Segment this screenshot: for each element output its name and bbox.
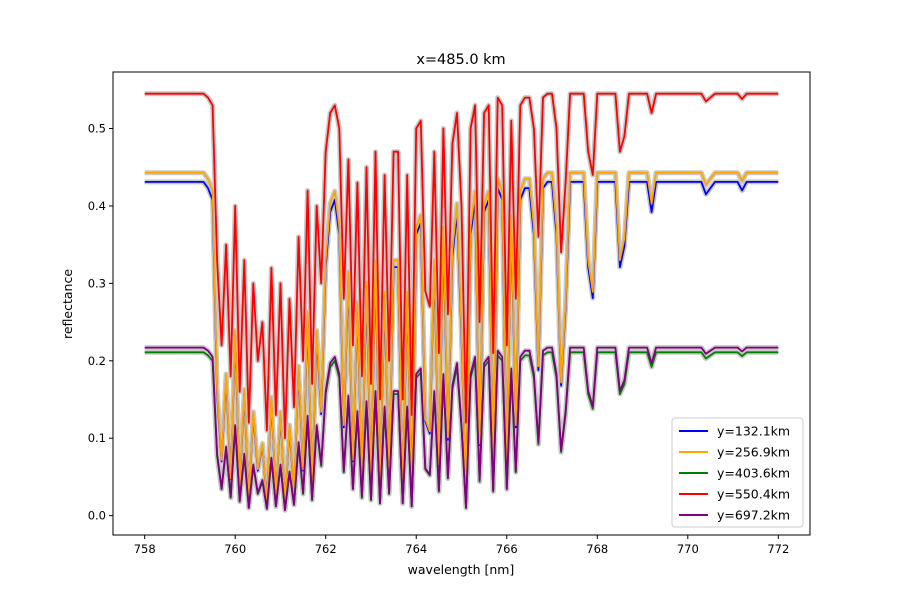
x-tick-label: 760 xyxy=(224,542,246,556)
axes-frame xyxy=(112,71,811,536)
x-tick-label: 770 xyxy=(677,542,699,556)
y-tick-label: 0.0 xyxy=(88,509,106,523)
y-tick-label: 0.1 xyxy=(88,431,106,445)
x-tick-label: 762 xyxy=(315,542,337,556)
x-axis-ticks: 758 760 762 764 766 768 770 772 xyxy=(134,535,789,556)
y-axis-ticks: 0.0 0.1 0.2 0.3 0.4 0.5 xyxy=(88,122,113,523)
x-axis-label: wavelength [nm] xyxy=(408,562,515,577)
legend-label: y=132.1km xyxy=(717,424,790,439)
series-lines xyxy=(144,92,779,512)
x-tick-label: 766 xyxy=(496,542,518,556)
series-line-1 xyxy=(144,171,779,505)
series-line-4 xyxy=(144,346,779,512)
legend-label: y=697.2km xyxy=(717,508,790,523)
series-line-3 xyxy=(144,92,779,440)
x-tick-label: 758 xyxy=(134,542,156,556)
y-tick-label: 0.3 xyxy=(88,276,106,290)
legend-label: y=256.9km xyxy=(717,445,790,460)
x-tick-label: 764 xyxy=(405,542,427,556)
legend-label: y=550.4km xyxy=(717,487,790,502)
chart-title: x=485.0 km xyxy=(416,52,505,68)
y-tick-label: 0.2 xyxy=(88,354,106,368)
legend-box xyxy=(671,417,804,528)
legend-label: y=403.6km xyxy=(717,466,790,481)
x-tick-label: 772 xyxy=(767,542,789,556)
y-tick-label: 0.5 xyxy=(88,122,106,136)
y-axis-label: reflectance xyxy=(60,269,75,339)
x-tick-label: 768 xyxy=(586,542,608,556)
y-tick-label: 0.4 xyxy=(88,199,106,213)
legend: y=132.1km y=256.9km y=403.6km y=550.4km y=69… xyxy=(671,417,804,528)
